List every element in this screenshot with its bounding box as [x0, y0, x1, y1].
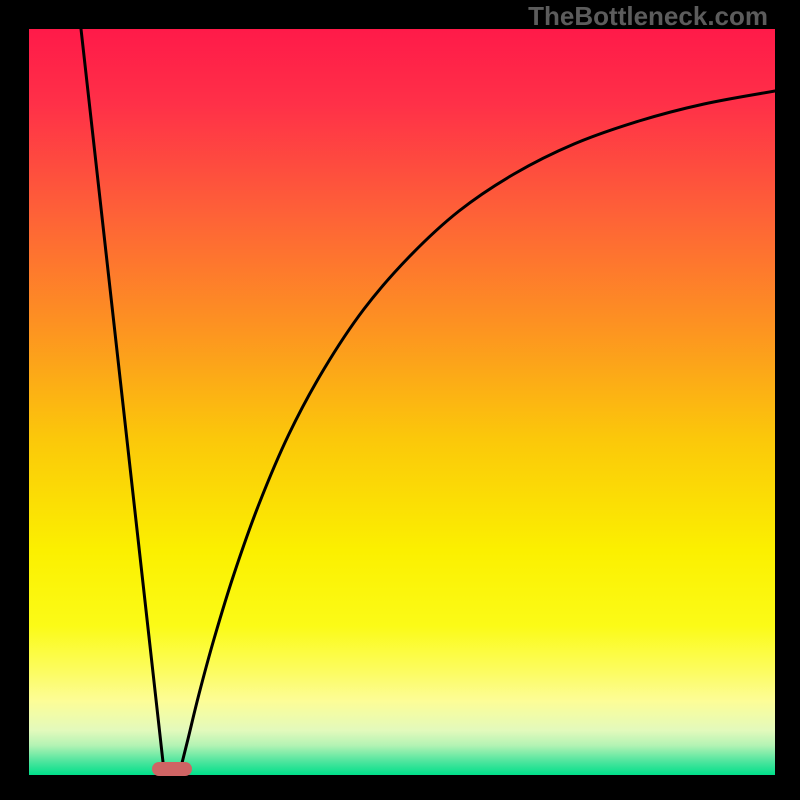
- chart-container: TheBottleneck.com: [0, 0, 800, 800]
- optimal-point-marker: [152, 762, 192, 776]
- bottleneck-curve: [29, 29, 775, 775]
- plot-area: [29, 29, 775, 775]
- watermark-text: TheBottleneck.com: [528, 1, 768, 32]
